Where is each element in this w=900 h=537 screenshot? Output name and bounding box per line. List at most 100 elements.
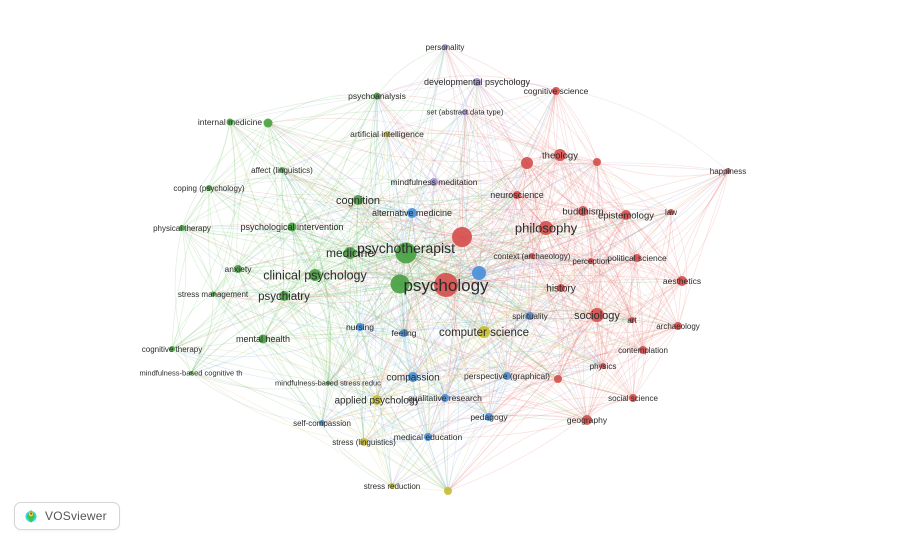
- network-edge: [321, 326, 361, 424]
- network-node-internal-medicine[interactable]: [226, 118, 234, 126]
- network-edge: [399, 154, 561, 285]
- network-node[interactable]: [472, 266, 486, 280]
- network-edge: [376, 95, 435, 183]
- network-node-buddhism[interactable]: [578, 206, 588, 216]
- network-node-alternative-medicine[interactable]: [407, 208, 417, 218]
- network-node-cognitive-science[interactable]: [552, 87, 560, 95]
- network-node-epistemology[interactable]: [621, 210, 631, 220]
- network-node[interactable]: [452, 227, 472, 247]
- network-node[interactable]: [521, 157, 533, 169]
- network-node-anxiety[interactable]: [234, 265, 242, 273]
- network-node-developmental-psychology[interactable]: [473, 78, 481, 86]
- network-node-spirituality[interactable]: [526, 312, 534, 320]
- network-edge: [586, 319, 633, 421]
- network-node-feeling[interactable]: [400, 329, 408, 337]
- network-node-mental-health[interactable]: [258, 334, 268, 344]
- network-node[interactable]: [593, 158, 601, 166]
- network-edge: [375, 133, 388, 401]
- network-edge: [447, 236, 463, 492]
- network-node-stress-linguistics-[interactable]: [360, 438, 368, 446]
- network-node-context-archaeology-[interactable]: [529, 253, 535, 259]
- network-node-mindfulness-meditation[interactable]: [430, 178, 438, 186]
- network-node-self-compassion[interactable]: [319, 420, 325, 426]
- network-edge: [629, 257, 638, 321]
- network-node[interactable]: [390, 274, 410, 294]
- network-node-aesthetics[interactable]: [677, 276, 687, 286]
- network-node-physical-therapy[interactable]: [179, 225, 185, 231]
- network-node-clinical-psychology[interactable]: [309, 269, 321, 281]
- network-node-psychological-intervention[interactable]: [287, 222, 297, 232]
- network-node[interactable]: [444, 487, 452, 495]
- network-node-pedagogy[interactable]: [485, 413, 493, 421]
- network-node-cognition[interactable]: [353, 195, 363, 205]
- network-edge: [444, 315, 531, 399]
- network-edge: [531, 214, 627, 257]
- network-edge: [190, 268, 239, 374]
- network-node-law[interactable]: [668, 209, 674, 215]
- network-node-social-science[interactable]: [629, 394, 637, 402]
- network-edge: [433, 90, 557, 183]
- network-node-history[interactable]: [557, 284, 565, 292]
- network-node-stress-reduction[interactable]: [389, 483, 395, 489]
- network-node-cognitive-therapy[interactable]: [169, 346, 175, 352]
- network-edge: [506, 90, 557, 377]
- network-edge: [560, 287, 604, 367]
- network-node-computer-science[interactable]: [478, 326, 490, 338]
- network-node-compassion[interactable]: [408, 372, 418, 382]
- network-node-artificial-intelligence[interactable]: [384, 131, 390, 137]
- network-node-sociology[interactable]: [590, 308, 604, 322]
- network-node-contemplation[interactable]: [639, 346, 647, 354]
- network-node-philosophy[interactable]: [539, 221, 553, 235]
- network-node-medical-education[interactable]: [424, 433, 432, 441]
- network-node-nursing[interactable]: [356, 323, 364, 331]
- network-edge: [405, 252, 418, 378]
- network-node-perspective-graphical-[interactable]: [503, 372, 511, 380]
- network-node-qualitative-research[interactable]: [441, 394, 449, 402]
- network-edge: [670, 211, 683, 282]
- network-node-coping-psychology-[interactable]: [206, 185, 212, 191]
- network-edge: [590, 260, 634, 399]
- network-edge: [545, 208, 672, 229]
- vosviewer-logo-button[interactable]: VOSviewer: [14, 502, 120, 530]
- network-node-happiness[interactable]: [725, 168, 731, 174]
- network-edge: [461, 236, 592, 266]
- network-node-personality[interactable]: [442, 44, 448, 50]
- network-node-affect-linguistics-[interactable]: [279, 167, 285, 173]
- network-node-medicine[interactable]: [344, 247, 356, 259]
- network-node-psychotherapist[interactable]: [395, 242, 417, 264]
- network-edge: [357, 199, 547, 237]
- network-edge: [529, 154, 561, 317]
- network-node-archaeology[interactable]: [674, 322, 682, 330]
- network-edge: [237, 259, 401, 285]
- network-edge: [461, 236, 508, 377]
- network-edge: [212, 289, 285, 297]
- network-node-psychiatry[interactable]: [279, 291, 289, 301]
- network-node[interactable]: [263, 118, 273, 128]
- network-edge: [488, 314, 598, 418]
- network-node[interactable]: [554, 375, 562, 383]
- network-edge: [314, 274, 405, 334]
- network-edge: [327, 382, 490, 418]
- network-edge: [516, 194, 627, 216]
- network-node-set-abstract-data-type-[interactable]: [462, 109, 468, 115]
- network-node-perception[interactable]: [588, 258, 594, 264]
- network-node-neuroscience[interactable]: [513, 191, 521, 199]
- network-node-applied-psychology[interactable]: [372, 395, 382, 405]
- network-node-psychoanalysis[interactable]: [373, 92, 381, 100]
- network-node-physics[interactable]: [600, 363, 606, 369]
- network-node-mindfulness-based-cognitive-th[interactable]: [189, 371, 193, 375]
- network-node-psychology[interactable]: [434, 273, 458, 297]
- network-node-theology[interactable]: [554, 149, 566, 161]
- network-node-art[interactable]: [629, 317, 635, 323]
- network-node-stress-management[interactable]: [210, 291, 216, 297]
- network-edge: [391, 378, 559, 487]
- network-edge: [399, 181, 435, 285]
- network-edge: [262, 252, 351, 340]
- network-edge: [433, 181, 604, 367]
- network-node-political-science[interactable]: [633, 254, 641, 262]
- network-edge: [506, 373, 559, 380]
- network-edge: [181, 223, 463, 238]
- network-node-geography[interactable]: [582, 415, 592, 425]
- network-node-mindfulness-based-stress-reduc[interactable]: [326, 381, 330, 385]
